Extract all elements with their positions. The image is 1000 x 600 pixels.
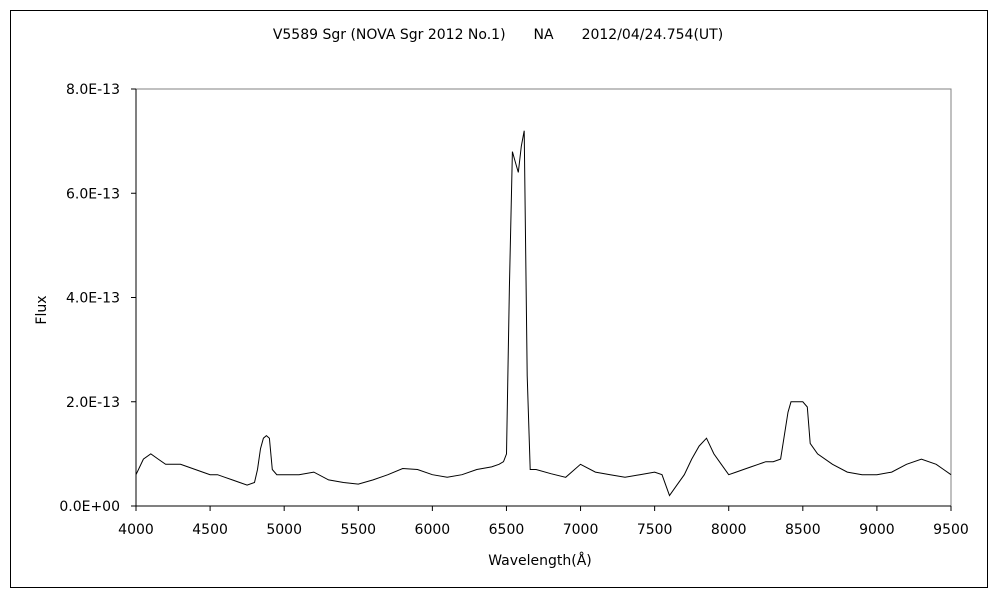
y-axis-label: Flux [34,295,50,324]
x-tick-label: 8500 [785,522,821,538]
x-tick-label: 5000 [266,522,302,538]
x-tick-label: 7000 [563,522,599,538]
y-tick-label: 4.0E-13 [66,291,120,307]
x-axis-label: Wavelength(Å) [488,552,592,569]
y-tick-label: 2.0E-13 [66,395,120,411]
chart-title: V5589 Sgr (NOVA Sgr 2012 No.1) NA 2012/0… [273,27,723,43]
x-tick-label: 6000 [415,522,451,538]
x-tick-label: 9500 [933,522,969,538]
x-tick-label: 4500 [192,522,228,538]
y-tick-label: 8.0E-13 [66,82,120,98]
plot-area [135,88,952,507]
x-tick-label: 7500 [637,522,673,538]
x-tick-label: 6500 [489,522,525,538]
chart-frame [10,10,988,588]
x-tick-label: 8000 [711,522,747,538]
axis-ticks: 4000 4500 5000 5500 6000 6500 7000 7500 8000 8500… [59,82,968,538]
x-tick-label: 5500 [340,522,376,538]
x-tick-label: 4000 [118,522,154,538]
y-tick-label: 0.0E+00 [59,499,120,515]
y-tick-label: 6.0E-13 [66,186,120,202]
series-group [135,130,952,497]
series-line-0 [135,130,952,497]
x-tick-label: 9000 [859,522,895,538]
